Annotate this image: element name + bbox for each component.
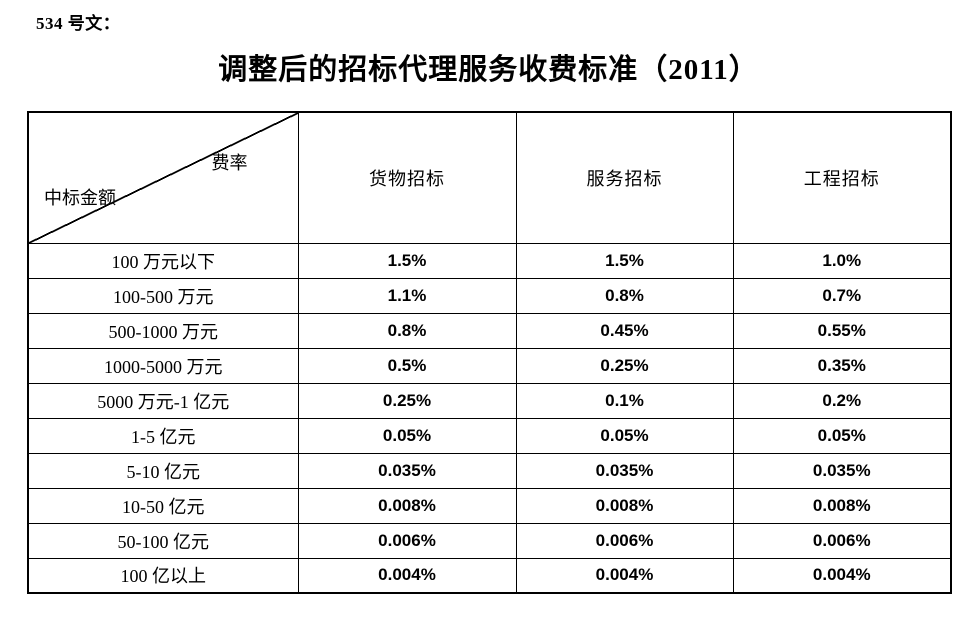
fee-cell: 0.008%	[297, 487, 517, 524]
fee-cell: 0.25%	[297, 382, 517, 419]
fee-cell: 0.2%	[732, 382, 952, 419]
table-row: 500-1000 万元 0.8% 0.45% 0.55%	[27, 312, 952, 349]
table-row: 100-500 万元 1.1% 0.8% 0.7%	[27, 277, 952, 314]
column-header-engineering: 工程招标	[732, 111, 952, 244]
fee-cell: 0.008%	[515, 487, 734, 524]
fee-cell: 0.7%	[732, 277, 952, 314]
column-header-goods: 货物招标	[297, 111, 517, 244]
fee-cell: 0.35%	[732, 347, 952, 384]
row-label: 100 亿以上	[27, 557, 299, 594]
fee-cell: 0.004%	[732, 557, 952, 594]
fee-cell: 0.004%	[515, 557, 734, 594]
table-row: 100 万元以下 1.5% 1.5% 1.0%	[27, 242, 952, 279]
fee-cell: 0.1%	[515, 382, 734, 419]
row-label: 500-1000 万元	[27, 312, 299, 349]
fee-cell: 0.45%	[515, 312, 734, 349]
column-header-services: 服务招标	[515, 111, 734, 244]
corner-label-rate: 费率	[211, 153, 248, 173]
diagonal-corner-cell: 费率 中标金额	[27, 111, 299, 244]
fee-cell: 0.8%	[515, 277, 734, 314]
table-row: 100 亿以上 0.004% 0.004% 0.004%	[27, 557, 952, 594]
fee-cell: 1.0%	[732, 242, 952, 279]
fee-cell: 0.004%	[297, 557, 517, 594]
doc-number-label: 534 号文：	[36, 14, 121, 33]
row-label: 1-5 亿元	[27, 417, 299, 454]
fee-cell: 0.035%	[297, 452, 517, 489]
row-label: 5000 万元-1 亿元	[27, 382, 299, 419]
table-row: 5000 万元-1 亿元 0.25% 0.1% 0.2%	[27, 382, 952, 419]
page-title: 调整后的招标代理服务收费标准（2011）	[218, 54, 759, 86]
corner-label-amount: 中标金额	[44, 188, 116, 208]
fee-cell: 0.006%	[515, 522, 734, 559]
fee-cell: 1.5%	[515, 242, 734, 279]
table-row: 5-10 亿元 0.035% 0.035% 0.035%	[27, 452, 952, 489]
row-label: 100 万元以下	[27, 242, 299, 279]
fee-cell: 1.5%	[297, 242, 517, 279]
table-row: 50-100 亿元 0.006% 0.006% 0.006%	[27, 522, 952, 559]
fee-rate-table: 费率 中标金额 货物招标 服务招标 工程招标 100 万元以下 1.5% 1.5…	[27, 111, 952, 594]
row-label: 50-100 亿元	[27, 522, 299, 559]
fee-cell: 0.5%	[297, 347, 517, 384]
table-row: 1-5 亿元 0.05% 0.05% 0.05%	[27, 417, 952, 454]
fee-cell: 0.05%	[732, 417, 952, 454]
fee-cell: 0.05%	[515, 417, 734, 454]
fee-cell: 0.006%	[732, 522, 952, 559]
table-row: 1000-5000 万元 0.5% 0.25% 0.35%	[27, 347, 952, 384]
table-body: 100 万元以下 1.5% 1.5% 1.0% 100-500 万元 1.1% …	[27, 242, 952, 594]
fee-cell: 0.05%	[297, 417, 517, 454]
fee-cell: 0.035%	[515, 452, 734, 489]
fee-cell: 0.035%	[732, 452, 952, 489]
table-row: 10-50 亿元 0.008% 0.008% 0.008%	[27, 487, 952, 524]
row-label: 1000-5000 万元	[27, 347, 299, 384]
row-label: 100-500 万元	[27, 277, 299, 314]
table-header: 费率 中标金额 货物招标 服务招标 工程招标	[27, 111, 952, 244]
fee-cell: 0.55%	[732, 312, 952, 349]
row-label: 5-10 亿元	[27, 452, 299, 489]
fee-cell: 0.008%	[732, 487, 952, 524]
fee-cell: 0.006%	[297, 522, 517, 559]
header-row: 费率 中标金额 货物招标 服务招标 工程招标	[27, 111, 952, 244]
row-label: 10-50 亿元	[27, 487, 299, 524]
fee-cell: 0.25%	[515, 347, 734, 384]
fee-cell: 1.1%	[297, 277, 517, 314]
fee-cell: 0.8%	[297, 312, 517, 349]
